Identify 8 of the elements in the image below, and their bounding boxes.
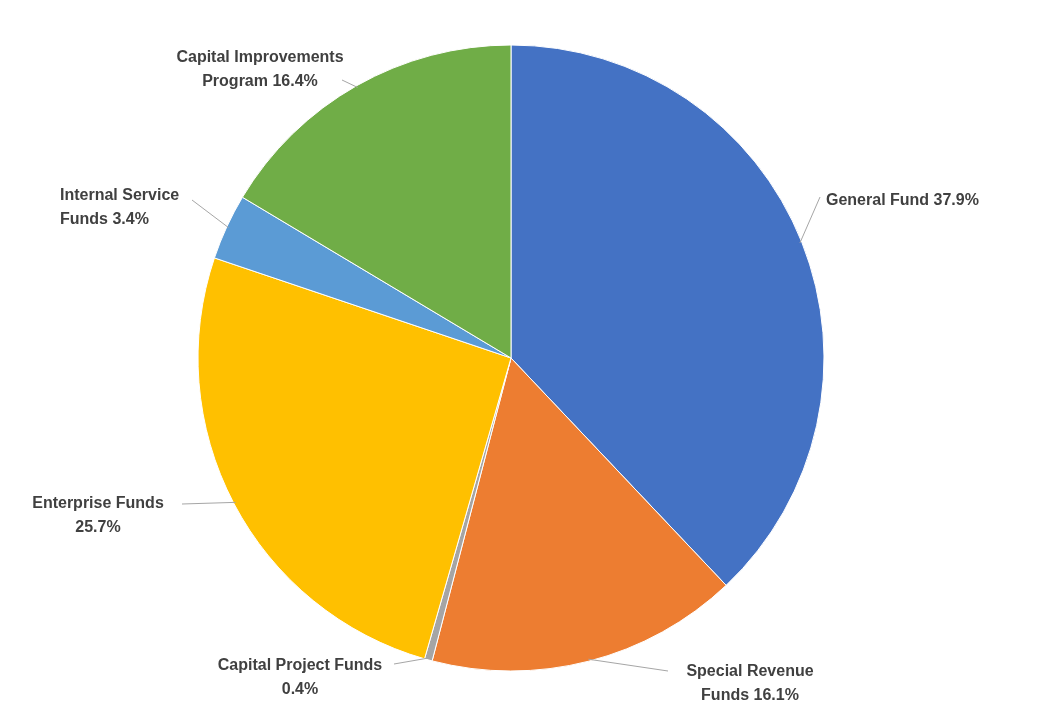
slice-label: Capital Project Funds xyxy=(217,656,383,673)
data-label: 25.7% xyxy=(75,518,121,535)
slice-label: Internal Service Funds 3.4% xyxy=(60,186,180,227)
slice-label: Capital Improvements Program 16.4% xyxy=(176,48,344,89)
slice-label: General Fund 37.9% xyxy=(826,191,979,208)
slice-label: Special Revenue Funds 16.1% xyxy=(686,662,814,703)
data-label: 0.4% xyxy=(281,680,319,697)
slice-label: Enterprise Funds xyxy=(32,494,164,511)
